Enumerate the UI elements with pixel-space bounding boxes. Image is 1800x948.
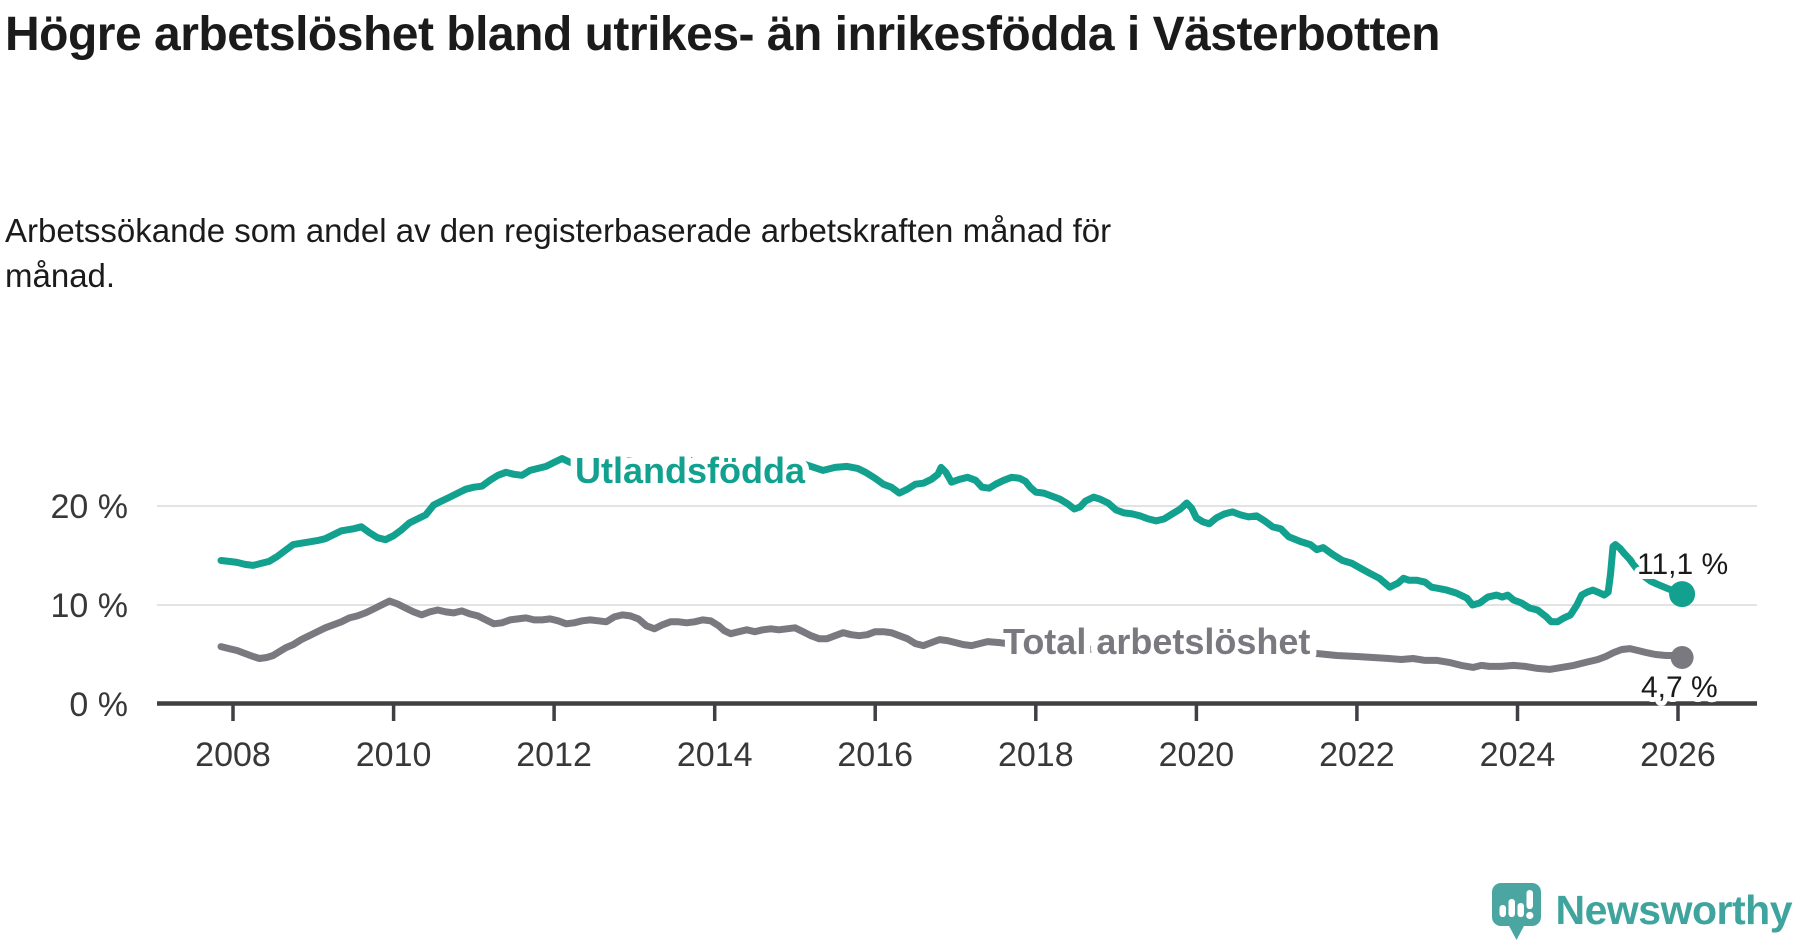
y-axis-tick-label: 0 %: [69, 686, 128, 724]
x-axis-tick-label: 2014: [677, 736, 753, 774]
x-axis-tick-label: 2008: [195, 736, 271, 774]
x-axis-tick-label: 2010: [356, 736, 432, 774]
x-axis-tick-label: 2022: [1319, 736, 1395, 774]
x-axis-tick-label: 2020: [1159, 736, 1235, 774]
x-axis-tick-label: 2012: [516, 736, 592, 774]
x-axis-tick-label: 2018: [998, 736, 1074, 774]
y-axis-tick-label: 10 %: [51, 587, 129, 625]
newsworthy-branding: Newsworthy: [1491, 882, 1793, 942]
x-axis-tick-label: 2016: [837, 736, 913, 774]
x-axis-tick-label: 2026: [1640, 736, 1716, 774]
y-axis-tick-label: 20 %: [51, 488, 129, 526]
series-inline-label: Utlandsfödda: [575, 450, 806, 491]
series-end-dot: [1669, 581, 1696, 608]
chart-subtitle: Arbetssökande som andel av den registerb…: [5, 212, 1112, 294]
series-line-total-arbetsl-shet: [217, 597, 1686, 673]
series-end-value-label: 4,7 %: [1641, 671, 1718, 704]
series-line-utlandsf-dda: [217, 455, 1686, 626]
series-end-dot: [1670, 646, 1694, 669]
chart-title: Högre arbetslöshet bland utrikes- än inr…: [5, 8, 1440, 61]
x-axis-tick-label: 2024: [1480, 736, 1556, 774]
series-inline-label: Total arbetslöshet: [1003, 621, 1310, 662]
newsworthy-logo-text: Newsworthy: [1555, 886, 1793, 933]
newsworthy-logo-icon: [1491, 883, 1541, 940]
series-end-value-label: 11,1 %: [1637, 548, 1728, 581]
